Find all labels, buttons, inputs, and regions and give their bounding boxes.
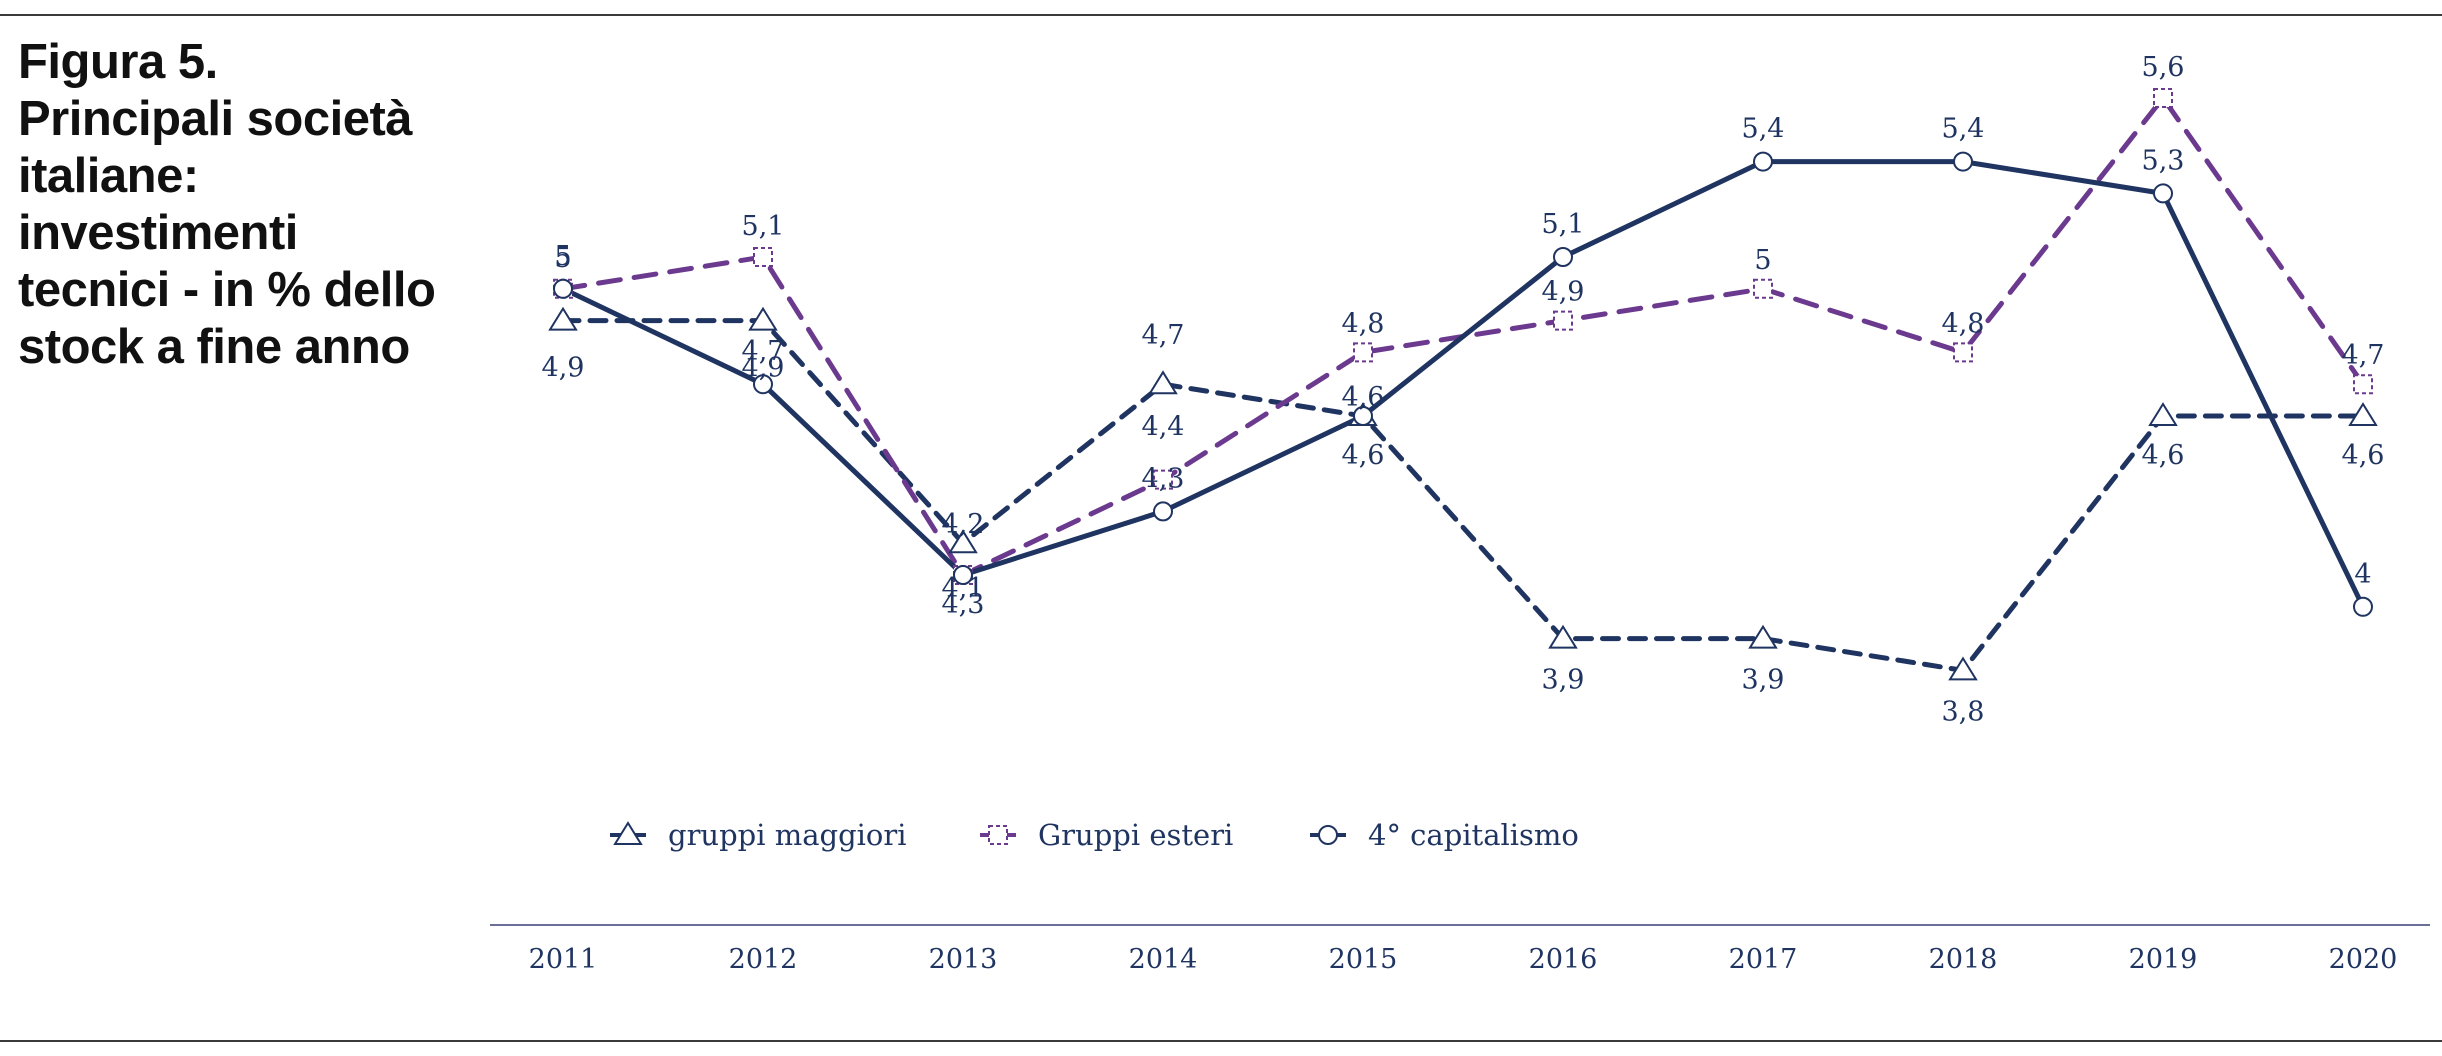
data-label-4-capitalismo-2013: 4,3 [942, 589, 985, 620]
marker-4-capitalismo-2018 [1953, 151, 1973, 172]
marker-gruppi-maggiori-2019 [2148, 402, 2178, 426]
data-label-4-capitalismo-2018: 5,4 [1942, 114, 1985, 145]
legend-marker-gruppi-esteri [988, 825, 1008, 845]
data-label-gruppi-esteri-2014: 4,4 [1142, 412, 1185, 443]
data-label-gruppi-esteri-2013: 4,1 [942, 573, 985, 604]
data-label-4-capitalismo-2016: 5,1 [1542, 209, 1585, 240]
data-label-gruppi-esteri-2017: 5 [1754, 245, 1771, 276]
x-tick-label-2011: 2011 [529, 944, 598, 975]
marker-gruppi-maggiori-2017 [1748, 624, 1778, 649]
data-label-4-capitalismo-2011: 5 [554, 241, 571, 272]
marker-4-capitalismo-2011 [553, 278, 573, 299]
data-label-4-capitalismo-2019: 5,3 [2142, 145, 2185, 176]
marker-4-capitalismo-2016 [1553, 247, 1573, 267]
marker-gruppi-esteri-2019 [2153, 88, 2173, 108]
x-tick-label-2013: 2013 [929, 944, 998, 975]
marker-4-capitalismo-2015 [1353, 406, 1373, 426]
legend-label-4-capitalismo: 4° capitalismo [1368, 818, 1579, 852]
data-label-layer: 4,9 4,9 4,2 4,7 4,6 3,9 3,9 3,8 4,6 4,6 5 5,1 4,1 4,4… [542, 52, 2385, 727]
marker-gruppi-maggiori-2014 [1148, 370, 1178, 395]
marker-4-capitalismo-2014 [1153, 501, 1173, 522]
data-label-gruppi-esteri-2015: 4,8 [1342, 308, 1385, 339]
data-label-gruppi-maggiori-2011: 4,9 [542, 353, 585, 384]
marker-gruppi-esteri-2018 [1953, 342, 1973, 363]
marker-gruppi-esteri-2020 [2353, 374, 2373, 395]
series-line-4-capitalismo [560, 159, 2366, 610]
data-label-4-capitalismo-2014: 4,3 [1142, 463, 1185, 494]
marker-4-capitalismo-2013 [953, 565, 973, 585]
data-label-gruppi-esteri-2019: 5,6 [2142, 52, 2185, 83]
legend: gruppi maggiori Gruppi esteri 4° capitalis… [610, 818, 1579, 852]
x-tick-label-2012: 2012 [729, 944, 798, 975]
series-line-gruppi-maggiori [560, 318, 2366, 673]
figure-title: Figura 5. Principali società italiane: i… [18, 35, 436, 374]
data-label-gruppi-maggiori-2015: 4,6 [1342, 382, 1385, 413]
legend-marker-gruppi-maggiori [613, 821, 643, 845]
data-label-gruppi-maggiori-2018: 3,8 [1942, 696, 1985, 727]
marker-gruppi-esteri-2014 [1153, 469, 1173, 490]
data-label-gruppi-esteri-2018: 4,8 [1942, 308, 1985, 339]
bottom-rule [0, 1040, 2442, 1042]
marker-gruppi-maggiori-2012 [748, 306, 778, 331]
marker-4-capitalismo-2017 [1753, 151, 1773, 172]
data-label-gruppi-maggiori-2020: 4,6 [2342, 440, 2385, 471]
x-tick-layer: 2011 2012 2013 2014 2015 2016 2017 2018 2019 2020 [529, 944, 2398, 975]
data-label-gruppi-maggiori-2013: 4,2 [942, 509, 985, 540]
data-label-4-capitalismo-2015: 4,6 [1342, 440, 1385, 471]
x-tick-label-2016: 2016 [1529, 944, 1598, 975]
marker-gruppi-esteri-2015 [1353, 342, 1373, 363]
marker-gruppi-maggiori-2013 [948, 529, 978, 554]
data-label-gruppi-maggiori-2017: 3,9 [1742, 665, 1785, 696]
marker-gruppi-esteri-2017 [1753, 278, 1773, 299]
x-tick-label-2015: 2015 [1329, 944, 1398, 975]
top-rule [0, 14, 2442, 16]
marker-gruppi-maggiori-2018 [1948, 656, 1978, 681]
data-label-4-capitalismo-2017: 5,4 [1742, 114, 1785, 145]
data-label-gruppi-esteri-2020: 4,7 [2342, 340, 2385, 371]
marker-gruppi-esteri-2012 [753, 247, 773, 267]
data-label-gruppi-maggiori-2014: 4,7 [1142, 320, 1185, 351]
series-layer [548, 88, 2378, 681]
x-tick-label-2017: 2017 [1729, 944, 1798, 975]
marker-gruppi-maggiori-2020 [2348, 402, 2378, 426]
x-tick-label-2018: 2018 [1929, 944, 1998, 975]
data-label-4-capitalismo-2012: 4,7 [742, 336, 785, 367]
marker-4-capitalismo-2012 [753, 374, 773, 395]
data-label-gruppi-maggiori-2012: 4,9 [742, 353, 785, 384]
legend-label-gruppi-esteri: Gruppi esteri [1038, 818, 1233, 852]
marker-gruppi-maggiori-2011 [548, 306, 578, 331]
data-label-gruppi-maggiori-2019: 4,6 [2142, 440, 2185, 471]
legend-label-gruppi-maggiori: gruppi maggiori [668, 818, 907, 852]
marker-4-capitalismo-2019 [2153, 183, 2173, 204]
data-label-gruppi-esteri-2011: 5 [554, 243, 571, 274]
x-tick-label-2020: 2020 [2329, 944, 2398, 975]
data-label-gruppi-esteri-2016: 4,9 [1542, 277, 1585, 308]
data-label-gruppi-esteri-2012: 5,1 [742, 211, 785, 242]
legend-marker-4-capitalismo [1318, 825, 1338, 845]
x-tick-label-2014: 2014 [1129, 944, 1198, 975]
marker-gruppi-esteri-2016 [1553, 310, 1573, 331]
data-label-gruppi-maggiori-2016: 3,9 [1542, 665, 1585, 696]
marker-gruppi-maggiori-2016 [1548, 624, 1578, 649]
marker-4-capitalismo-2020 [2353, 596, 2373, 617]
x-tick-label-2019: 2019 [2129, 944, 2198, 975]
data-label-4-capitalismo-2020: 4 [2354, 559, 2371, 590]
